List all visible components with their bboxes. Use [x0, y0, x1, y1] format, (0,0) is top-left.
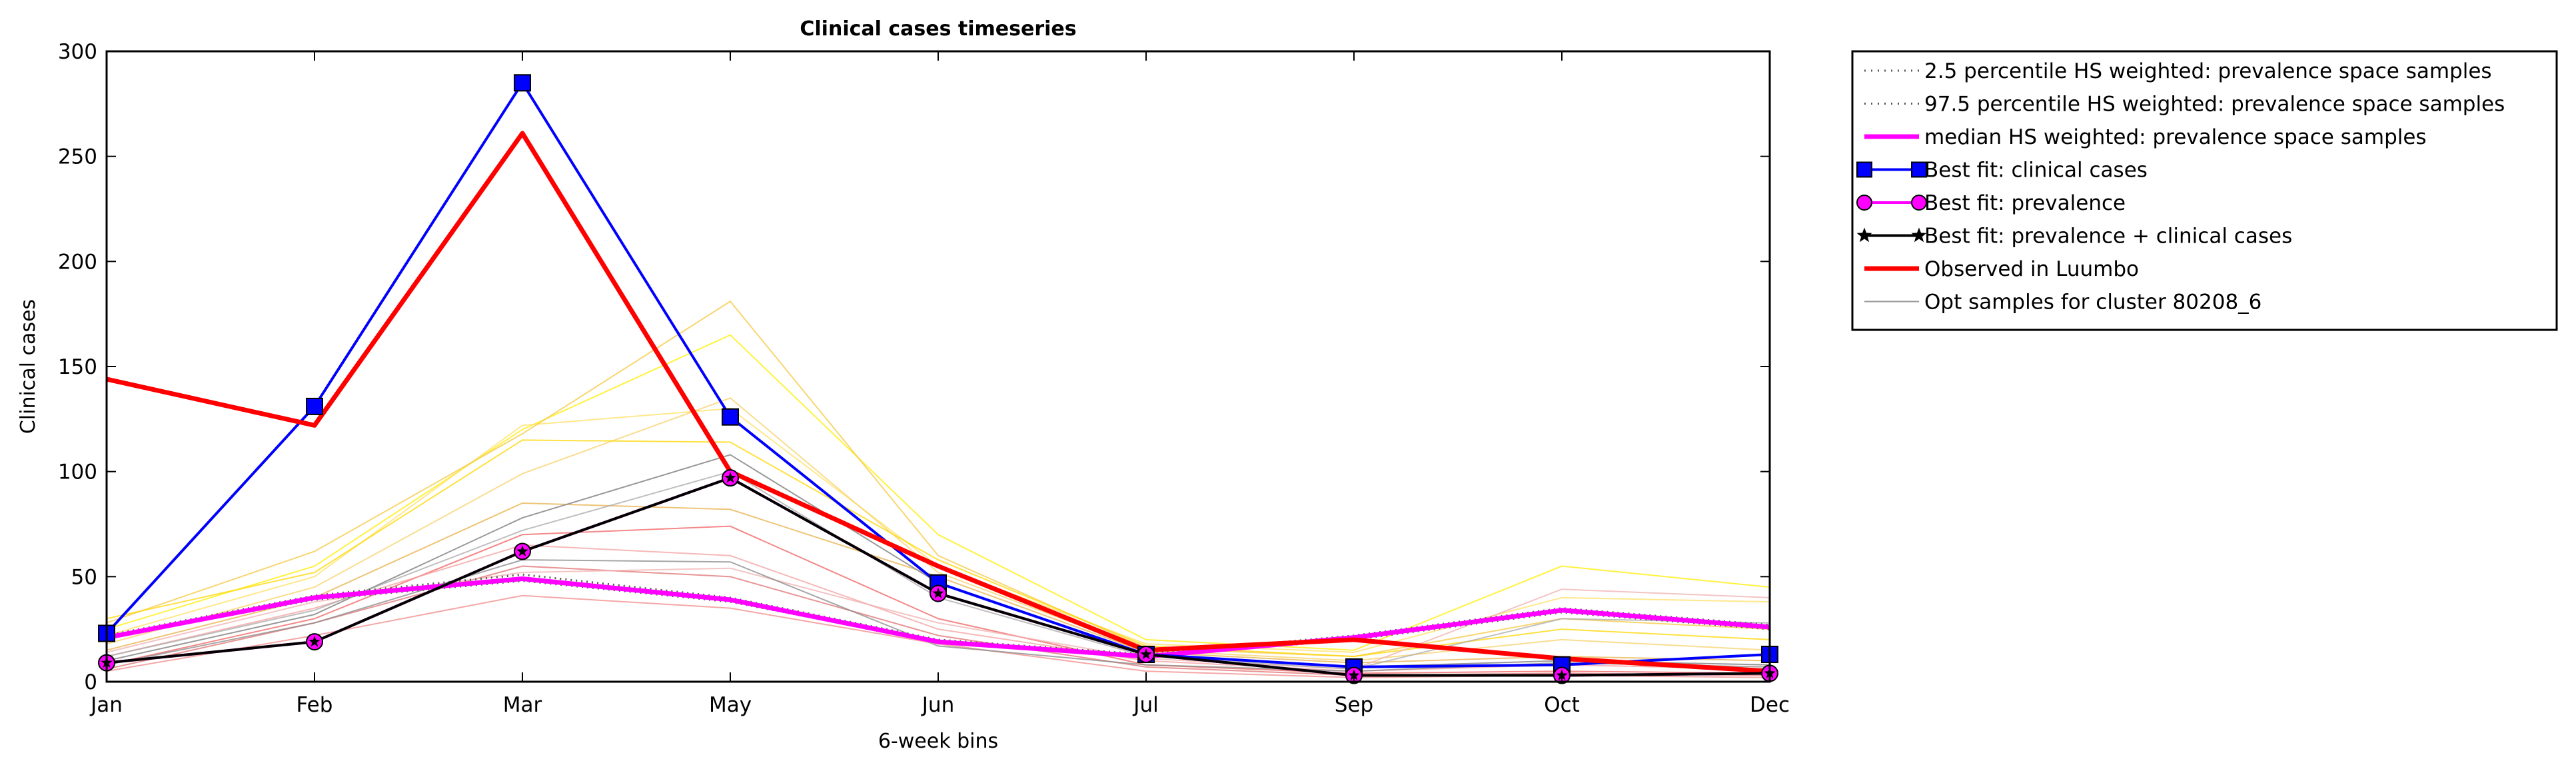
series-6-point-3	[516, 545, 528, 556]
sample-traces	[106, 300, 1770, 678]
x-axis-label: 6-week bins	[878, 730, 998, 753]
legend-marker-4-1	[1856, 161, 1872, 178]
y-tick-label-5: 200	[58, 250, 97, 274]
y-tick-label-4: 150	[58, 355, 97, 379]
series-4-point-3	[514, 74, 531, 92]
sample-trace-line-5	[106, 439, 1770, 658]
axes: 0 50 100 150 200 250 300 Jan Feb Mar May Jun Jul Sep O…	[58, 40, 1790, 717]
series-6-point-6	[1140, 648, 1152, 660]
series-4-point-2	[306, 397, 323, 415]
sample-trace-line-9	[106, 544, 1770, 672]
y-tick-label-6: 250	[58, 145, 97, 169]
x-tick-label-9: Dec	[1750, 693, 1790, 717]
legend-label-1: 2.5 percentile HS weighted: prevalence s…	[1924, 59, 2492, 83]
legend-marker-4-2	[1911, 161, 1927, 178]
series-markers	[98, 74, 1778, 684]
legend-marker-6-1	[1856, 227, 1872, 243]
series-6-point-4	[724, 472, 736, 483]
legend-label-3: median HS weighted: prevalence space sam…	[1924, 125, 2427, 149]
legend-label-7: Observed in Luumbo	[1924, 257, 2139, 281]
sample-trace-line-10	[106, 565, 1770, 676]
series-4-point-4	[722, 408, 739, 426]
legend-marker-5-1	[1856, 195, 1872, 211]
legend-label-6: Best fit: prevalence + clinical cases	[1924, 225, 2292, 249]
x-tick-label-7: Sep	[1335, 693, 1373, 717]
legend-box	[1851, 50, 2558, 331]
x-tick-label-5: Jun	[921, 693, 954, 717]
legend-label-4: Best fit: clinical cases	[1924, 159, 2148, 183]
series-6-point-2	[309, 636, 321, 647]
y-tick-label-3: 100	[58, 460, 97, 484]
sample-trace-line-4	[106, 397, 1770, 662]
legend-marker-5-2	[1911, 195, 1927, 211]
y-tick-label-1: 0	[84, 670, 97, 694]
x-tick-label-4: May	[709, 693, 752, 717]
y-axis-label: Clinical cases	[17, 299, 40, 434]
legend: 2.5 percentile HS weighted: prevalence s…	[1851, 50, 2558, 331]
x-tick-label-6: Jul	[1132, 693, 1158, 717]
x-tick-label-2: Feb	[297, 693, 333, 717]
legend-label-2: 97.5 percentile HS weighted: prevalence …	[1924, 93, 2505, 117]
series-6-point-5	[932, 587, 944, 598]
legend-label-8: Opt samples for cluster 80208_6	[1924, 291, 2261, 315]
series-line-7	[106, 131, 1770, 674]
series-line-3	[106, 576, 1770, 659]
y-tick-label-2: 50	[71, 565, 97, 589]
x-tick-label-1: Jan	[89, 693, 123, 717]
chart-title: Clinical cases timeseries	[800, 17, 1076, 41]
legend-marker-6-2	[1911, 227, 1927, 243]
x-tick-label-3: Mar	[503, 693, 542, 717]
x-tick-label-8: Oct	[1544, 693, 1580, 717]
sample-trace-line-3	[106, 300, 1770, 658]
legend-label-5: Best fit: prevalence	[1924, 191, 2126, 215]
y-tick-label-7: 300	[58, 40, 97, 64]
sample-trace-line-1	[106, 334, 1770, 651]
